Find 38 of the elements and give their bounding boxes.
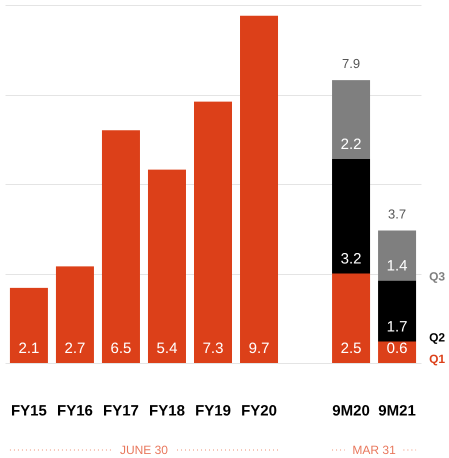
total-label: 7.9 — [342, 56, 360, 72]
text: MAR 31 — [352, 443, 396, 457]
data-label: 2.1 — [18, 340, 40, 357]
bar — [332, 274, 370, 363]
bar — [56, 266, 94, 363]
data-label: 9.7 — [248, 340, 270, 357]
total-label: 3.7 — [388, 206, 406, 222]
bar — [378, 230, 416, 281]
data-label: 3.2 — [340, 250, 362, 268]
x-tick-label: 9M20 — [332, 402, 370, 420]
data-label: 2.5 — [340, 340, 362, 357]
series-label: Q3 — [429, 270, 446, 284]
data-label: 1.7 — [386, 318, 408, 336]
bar — [240, 16, 278, 363]
bar — [332, 80, 370, 159]
data-label: 5.4 — [156, 340, 178, 357]
bar — [378, 280, 416, 342]
series-label: Q1 — [429, 352, 446, 366]
bar — [10, 288, 48, 363]
x-tick-label: FY16 — [57, 402, 93, 420]
x-tick-label: FY20 — [241, 402, 277, 420]
data-label: 6.5 — [110, 340, 132, 357]
bar — [194, 102, 232, 363]
series-label: Q2 — [429, 330, 446, 345]
data-label: 2.2 — [340, 136, 362, 153]
x-tick-label: 9M21 — [378, 402, 416, 420]
x-tick-label: FY19 — [195, 402, 231, 420]
data-label: 7.3 — [202, 340, 224, 357]
data-label: 2.7 — [64, 340, 86, 357]
bar — [332, 158, 370, 274]
x-tick-label: FY15 — [11, 402, 47, 420]
x-tick-label: FY18 — [149, 402, 185, 420]
data-label: 0.6 — [386, 340, 408, 357]
x-tick-label: FY17 — [103, 402, 139, 420]
bar — [148, 170, 186, 363]
bar — [102, 130, 140, 363]
text: JUNE 30 — [120, 443, 168, 457]
data-label: 1.4 — [386, 258, 408, 275]
